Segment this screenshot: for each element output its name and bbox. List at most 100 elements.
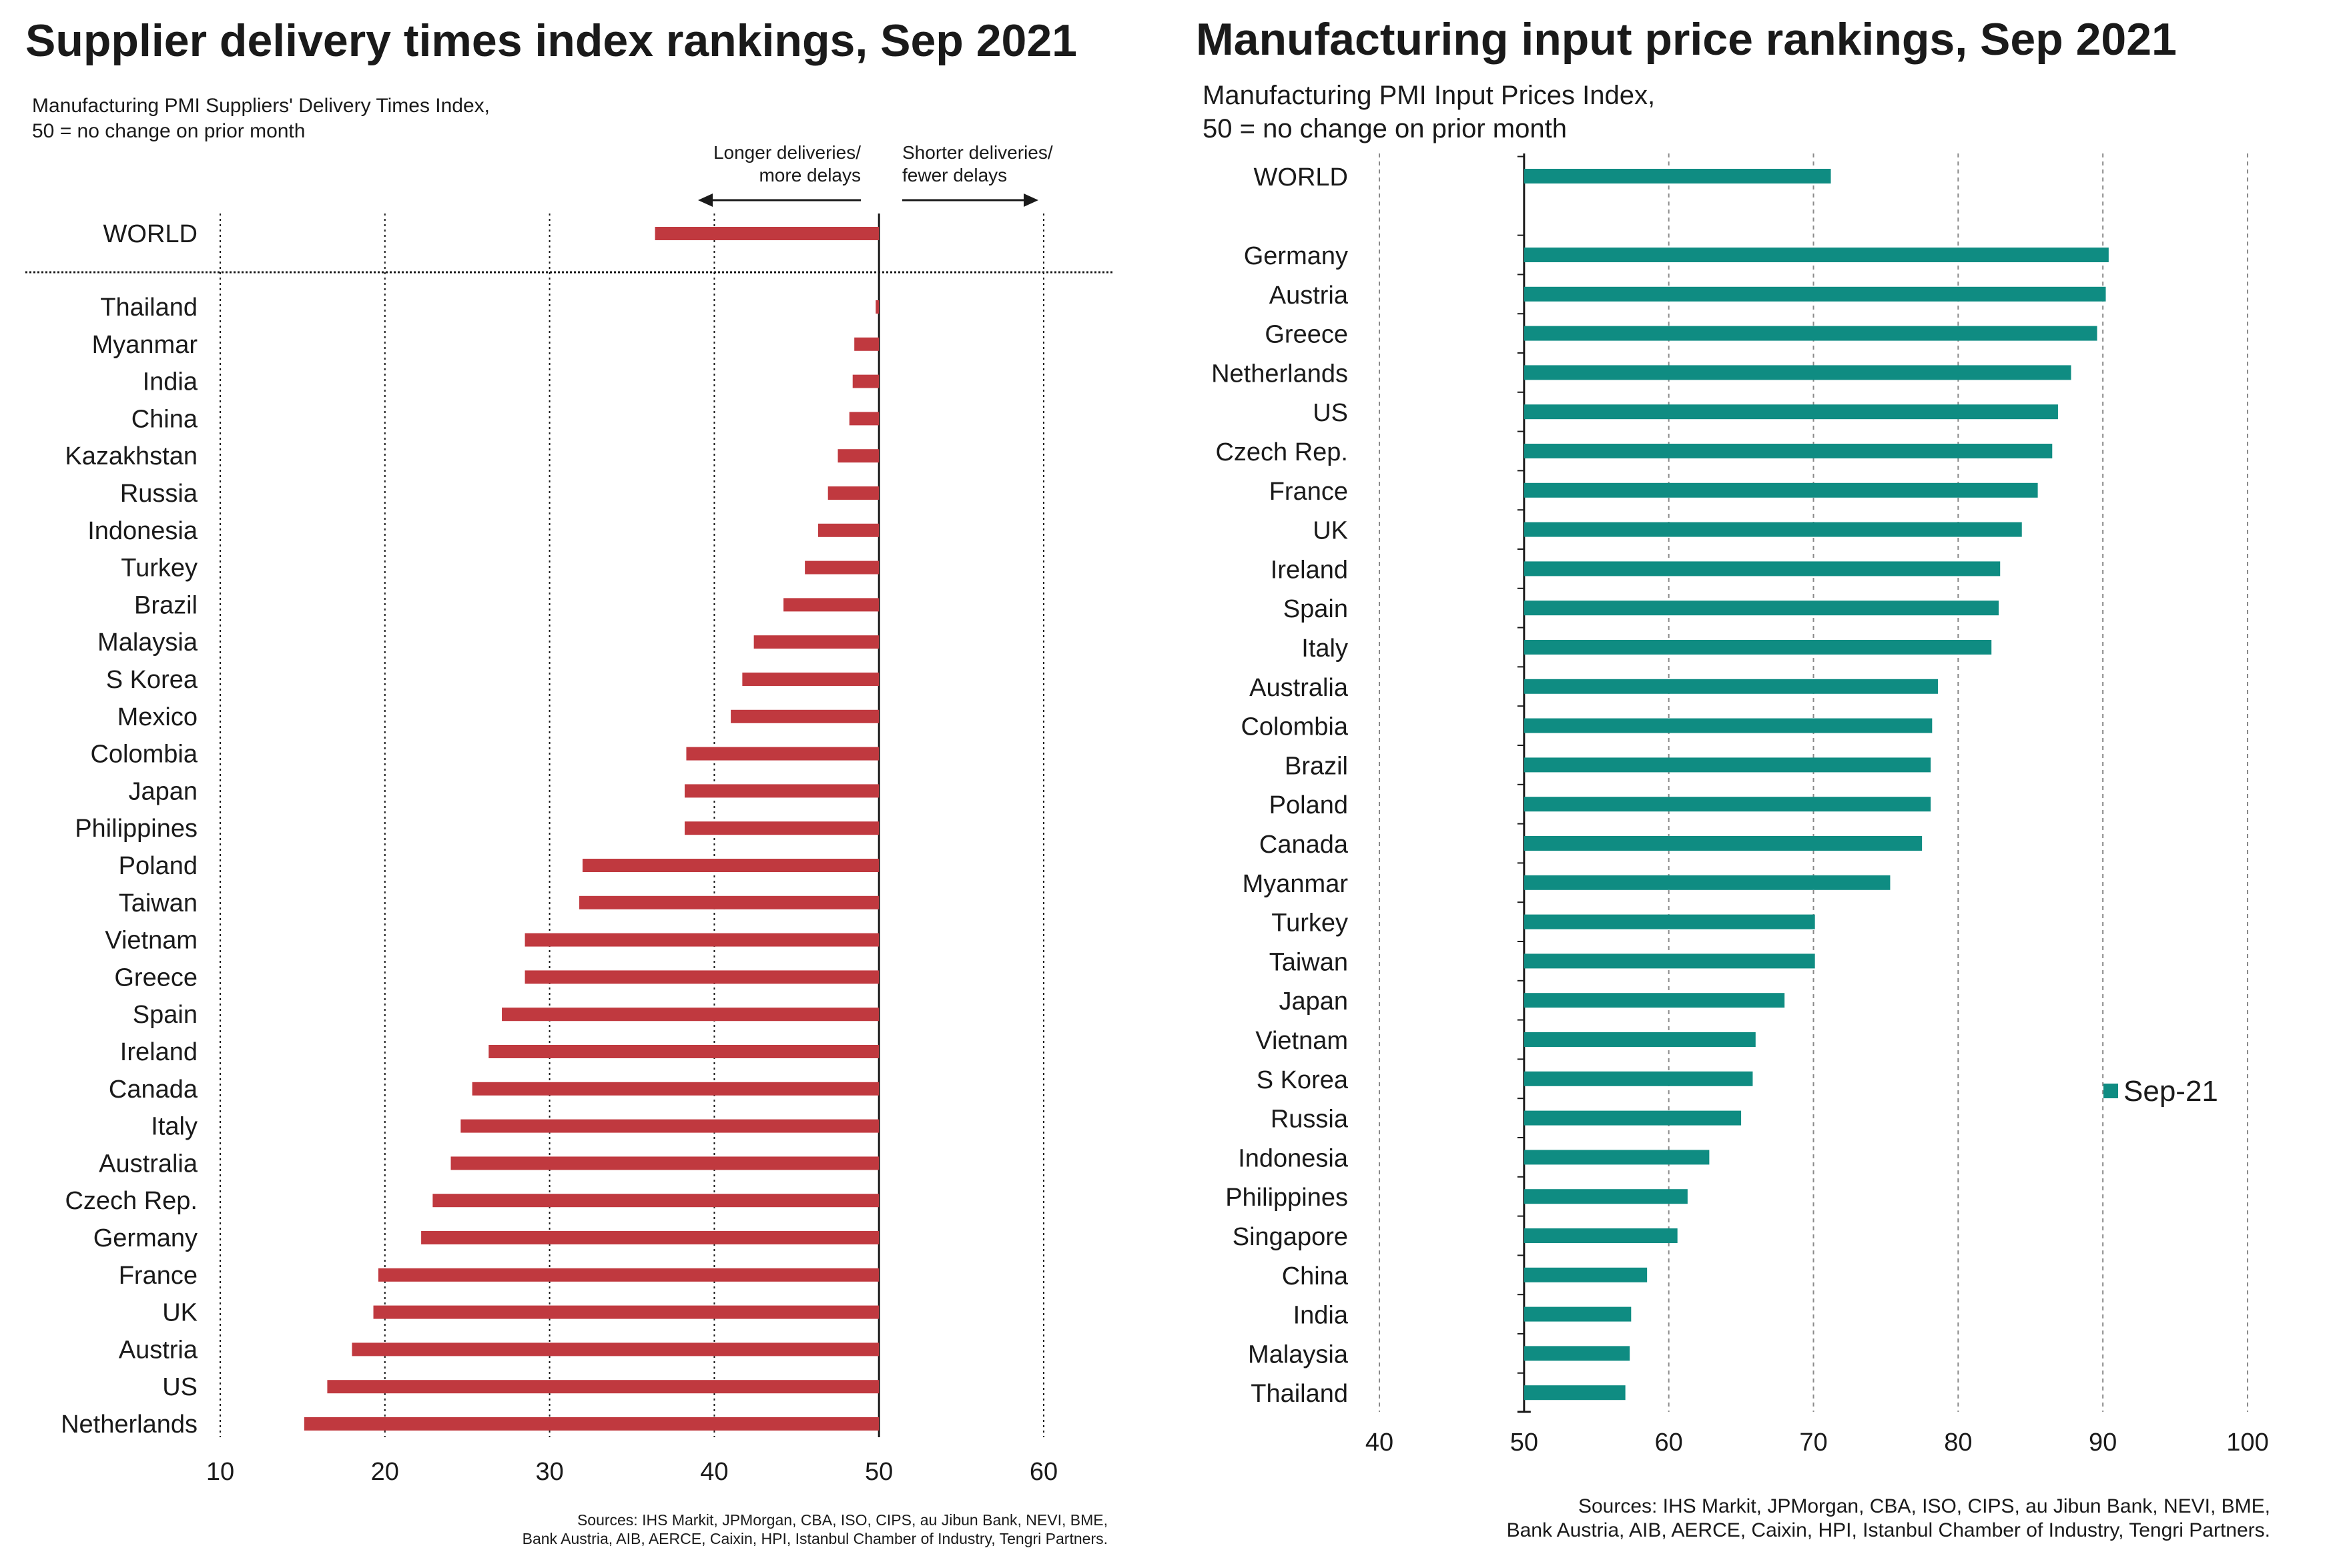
category-label-austria: Austria (119, 1336, 198, 1364)
bar-kazakhstan (838, 449, 880, 463)
category-label-australia: Australia (99, 1150, 198, 1178)
bar-poland (582, 859, 880, 872)
category-label-brazil: Brazil (134, 591, 198, 619)
legend-label: Sep-21 (2123, 1075, 2218, 1108)
bar-italy (460, 1119, 880, 1133)
x-tick-label-100: 100 (2226, 1429, 2268, 1457)
bar-czech-rep (1524, 444, 2053, 458)
bar-vietnam (525, 933, 880, 947)
category-label-india: India (1293, 1302, 1349, 1330)
category-label-uk: UK (1313, 517, 1348, 545)
bar-thailand (1524, 1385, 1626, 1401)
category-label-myanmar: Myanmar (92, 331, 198, 359)
bar-india (852, 374, 880, 388)
category-label-netherlands: Netherlands (1211, 360, 1348, 388)
bar-us (327, 1380, 880, 1394)
category-label-spain: Spain (133, 1001, 198, 1029)
right-chart-title: Manufacturing input price rankings, Sep … (1196, 14, 2177, 65)
bar-brazil (1524, 757, 1931, 773)
x-tick-label-10: 10 (206, 1458, 234, 1486)
bar-greece (525, 970, 880, 984)
category-label-poland: Poland (119, 852, 198, 880)
category-label-singapore: Singapore (1233, 1223, 1348, 1251)
bar-canada (1524, 836, 1923, 851)
category-label-brazil: Brazil (1285, 752, 1348, 780)
left-chart-subtitle: Manufacturing PMI Suppliers' Delivery Ti… (32, 95, 490, 142)
bar-taiwan (579, 895, 880, 909)
category-label-indonesia: Indonesia (1238, 1144, 1349, 1172)
bar-indonesia (1524, 1150, 1710, 1165)
category-label-france: France (119, 1262, 198, 1290)
category-label-greece: Greece (1265, 321, 1348, 349)
bar-japan (684, 784, 880, 798)
left-chart-plot: 10 20 30 40 50 60 Longer deliveries/more delay… (25, 142, 1113, 1486)
category-label-czech-rep: Czech Rep. (1215, 438, 1348, 466)
bar-colombia (686, 747, 880, 761)
category-label-germany: Germany (1244, 242, 1348, 270)
category-label-malaysia: Malaysia (1248, 1340, 1349, 1368)
x-tick-label-90: 90 (2089, 1429, 2117, 1457)
category-label-s-korea: S Korea (1257, 1066, 1349, 1094)
category-label-austria: Austria (1269, 282, 1349, 310)
category-label-vietnam: Vietnam (105, 927, 198, 955)
category-label-indonesia: Indonesia (87, 517, 198, 545)
left-chart-sources: Sources: IHS Markit, JPMorgan, CBA, ISO,… (522, 1511, 1108, 1547)
category-label-italy: Italy (151, 1113, 198, 1141)
category-label-turkey: Turkey (1271, 909, 1348, 937)
x-tick-label-50: 50 (1510, 1429, 1538, 1457)
bar-myanmar (1524, 875, 1891, 890)
right-chart-sources: Sources: IHS Markit, JPMorgan, CBA, ISO,… (1506, 1495, 2270, 1541)
category-label-china: China (1282, 1262, 1349, 1290)
bar-czech-rep (432, 1194, 880, 1208)
bar-vietnam (1524, 1032, 1756, 1047)
category-label-france: France (1269, 478, 1348, 506)
x-tick-label-80: 80 (1944, 1429, 1972, 1457)
bar-germany (421, 1231, 880, 1244)
bar-spain (502, 1008, 880, 1022)
bar-world (1524, 169, 1831, 183)
category-label-s-korea: S Korea (106, 666, 198, 694)
bar-malaysia (753, 635, 880, 649)
bar-india (1524, 1306, 1632, 1322)
x-tick-label-40: 40 (1365, 1429, 1393, 1457)
category-label-ireland: Ireland (120, 1038, 198, 1066)
x-tick-label-60: 60 (1655, 1429, 1683, 1457)
left-chart-title: Supplier delivery times index rankings, … (25, 15, 1077, 66)
bar-turkey (805, 560, 880, 574)
annotation-shorter-line: fewer delays (902, 165, 1007, 185)
category-label-ireland: Ireland (1271, 556, 1348, 584)
category-label-japan: Japan (1279, 988, 1348, 1016)
bar-italy (1524, 640, 1992, 655)
category-label-mexico: Mexico (117, 703, 198, 731)
category-label-malaysia: Malaysia (97, 629, 198, 657)
bar-ireland (1524, 561, 2001, 576)
annotation-shorter-deliveries: Shorter deliveries/fewer delays (902, 142, 1053, 185)
category-label-netherlands: Netherlands (61, 1411, 198, 1439)
bar-mexico (731, 709, 880, 723)
bar-indonesia (817, 523, 880, 537)
category-label-us: US (1313, 399, 1348, 427)
arrow-right-head (1024, 193, 1038, 207)
x-tick-label-50: 50 (865, 1458, 893, 1486)
annotation-shorter-line: Shorter deliveries/ (902, 142, 1053, 163)
bar-ireland (488, 1045, 880, 1058)
bar-germany (1524, 248, 2109, 262)
bar-france (1524, 482, 2038, 498)
bar-austria (352, 1342, 880, 1356)
x-tick-label-70: 70 (1799, 1429, 1827, 1457)
bar-brazil (783, 598, 880, 612)
bar-russia (1524, 1110, 1742, 1126)
bar-uk (1524, 522, 2022, 537)
legend-swatch (2103, 1084, 2118, 1098)
right-chart-subtitle: Manufacturing PMI Input Prices Index, 50… (1203, 81, 1656, 143)
category-label-china: China (131, 405, 198, 433)
category-label-philippines: Philippines (1225, 1184, 1348, 1212)
bar-greece (1524, 326, 2097, 341)
bar-netherlands (304, 1417, 880, 1431)
bar-japan (1524, 993, 1785, 1008)
category-label-taiwan: Taiwan (119, 889, 198, 917)
x-tick-label-20: 20 (371, 1458, 399, 1486)
bar-singapore (1524, 1228, 1678, 1243)
category-label-world: WORLD (103, 220, 198, 248)
category-label-australia: Australia (1249, 674, 1349, 702)
